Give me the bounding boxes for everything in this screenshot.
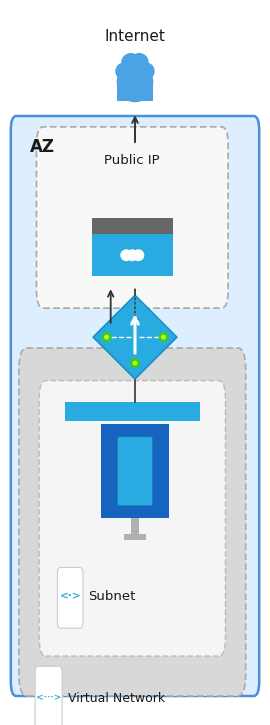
FancyBboxPatch shape bbox=[39, 381, 225, 656]
Ellipse shape bbox=[104, 335, 109, 339]
FancyBboxPatch shape bbox=[36, 127, 228, 308]
Ellipse shape bbox=[117, 62, 153, 102]
FancyBboxPatch shape bbox=[117, 436, 153, 506]
Ellipse shape bbox=[158, 332, 168, 342]
Ellipse shape bbox=[161, 335, 166, 339]
Ellipse shape bbox=[115, 62, 133, 80]
Ellipse shape bbox=[130, 358, 140, 368]
Bar bbox=[124, 534, 146, 540]
Ellipse shape bbox=[120, 249, 132, 261]
Text: <···>: <···> bbox=[36, 694, 61, 703]
Bar bbox=[117, 79, 153, 101]
Bar bbox=[92, 218, 173, 233]
FancyBboxPatch shape bbox=[35, 666, 62, 725]
Ellipse shape bbox=[102, 332, 112, 342]
Text: Virtual Network: Virtual Network bbox=[68, 692, 165, 705]
Text: Public IP: Public IP bbox=[104, 154, 160, 167]
FancyBboxPatch shape bbox=[11, 116, 259, 696]
FancyBboxPatch shape bbox=[57, 568, 83, 628]
Ellipse shape bbox=[121, 53, 140, 72]
Ellipse shape bbox=[130, 53, 149, 72]
Bar bbox=[101, 424, 169, 518]
Text: AZ: AZ bbox=[30, 138, 55, 156]
Polygon shape bbox=[93, 295, 177, 379]
Bar bbox=[131, 518, 139, 534]
Bar bbox=[92, 233, 173, 276]
FancyBboxPatch shape bbox=[19, 348, 246, 696]
Ellipse shape bbox=[137, 62, 155, 80]
Ellipse shape bbox=[133, 360, 137, 365]
Text: Subnet: Subnet bbox=[89, 590, 136, 603]
Text: Internet: Internet bbox=[104, 29, 166, 44]
Ellipse shape bbox=[126, 249, 138, 261]
Bar bbox=[65, 402, 200, 420]
Ellipse shape bbox=[133, 249, 144, 261]
Text: <·>: <·> bbox=[59, 592, 81, 602]
